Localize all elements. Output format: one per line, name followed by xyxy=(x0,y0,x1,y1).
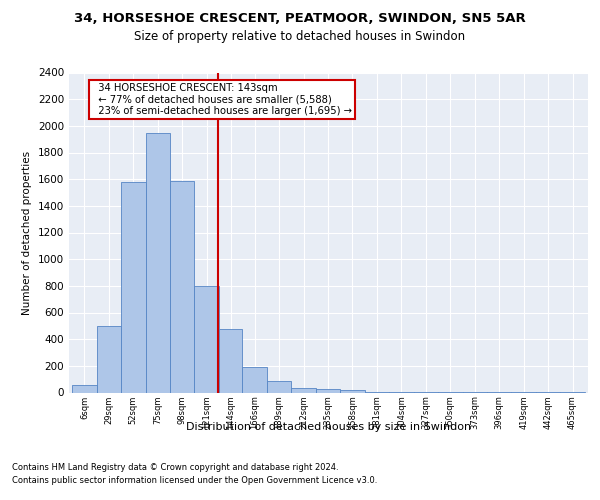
Bar xyxy=(121,182,146,392)
Text: 34 HORSESHOE CRESCENT: 143sqm
  ← 77% of detached houses are smaller (5,588)
  2: 34 HORSESHOE CRESCENT: 143sqm ← 77% of d… xyxy=(92,83,352,116)
Text: 34, HORSESHOE CRESCENT, PEATMOOR, SWINDON, SN5 5AR: 34, HORSESHOE CRESCENT, PEATMOOR, SWINDO… xyxy=(74,12,526,26)
Bar xyxy=(242,366,267,392)
Text: Distribution of detached houses by size in Swindon: Distribution of detached houses by size … xyxy=(186,422,472,432)
Text: Contains HM Land Registry data © Crown copyright and database right 2024.: Contains HM Land Registry data © Crown c… xyxy=(12,462,338,471)
Bar xyxy=(146,132,170,392)
Y-axis label: Number of detached properties: Number of detached properties xyxy=(22,150,32,314)
Bar xyxy=(291,388,316,392)
Bar xyxy=(72,384,97,392)
Bar xyxy=(316,389,340,392)
Bar xyxy=(340,390,365,392)
Bar xyxy=(267,380,291,392)
Bar xyxy=(97,326,121,392)
Bar xyxy=(194,286,219,393)
Bar xyxy=(170,180,194,392)
Text: Contains public sector information licensed under the Open Government Licence v3: Contains public sector information licen… xyxy=(12,476,377,485)
Text: Size of property relative to detached houses in Swindon: Size of property relative to detached ho… xyxy=(134,30,466,43)
Bar xyxy=(219,328,242,392)
